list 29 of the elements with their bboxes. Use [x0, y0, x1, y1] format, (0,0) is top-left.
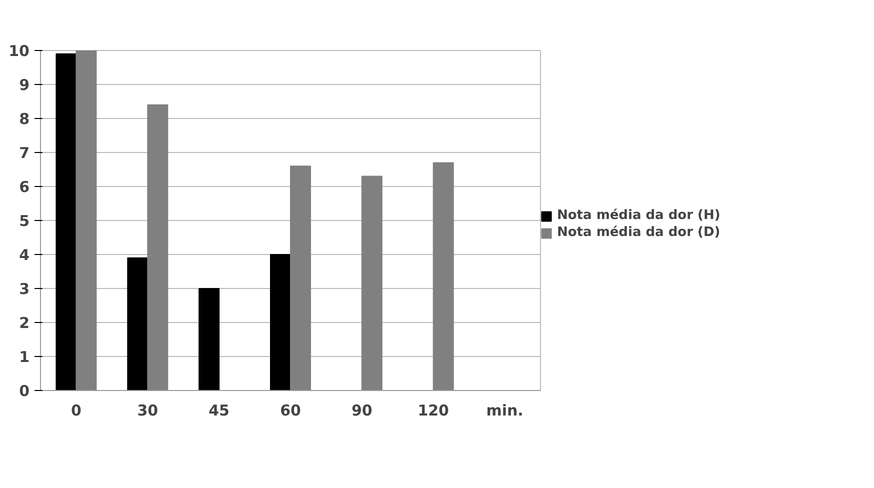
y-tick-label: 8: [19, 110, 30, 128]
bar: [127, 257, 148, 390]
bar: [147, 104, 168, 390]
legend-label: Nota média da dor (D): [557, 225, 722, 240]
y-tick-label: 1: [19, 348, 30, 366]
y-tick-label: 6: [19, 178, 30, 196]
x-tick-label: 30: [137, 402, 158, 420]
y-tick-label: 3: [19, 280, 30, 298]
bar: [198, 288, 220, 390]
legend-label: Nota média da dor (H): [557, 208, 722, 223]
bar: [76, 50, 97, 390]
y-tick-label: 5: [19, 212, 30, 230]
y-tick-label: 0: [19, 382, 30, 400]
bar: [432, 162, 454, 390]
bar: [56, 53, 77, 390]
x-tick-label: 120: [418, 402, 450, 420]
bar: [270, 254, 291, 390]
bar: [290, 166, 311, 390]
x-tick-label: 0: [70, 402, 82, 420]
y-tick-label: 4: [19, 246, 30, 264]
y-tick-label: 9: [19, 76, 30, 94]
bar: [361, 176, 382, 390]
x-tick-label: 45: [208, 402, 230, 420]
x-tick-label: 90: [351, 402, 372, 420]
y-tick-label: 2: [19, 314, 30, 332]
y-tick-label: 10: [8, 42, 30, 60]
x-tick-label: 60: [280, 402, 301, 420]
x-tick-label: min.: [486, 402, 524, 420]
y-tick-label: 7: [19, 144, 30, 162]
